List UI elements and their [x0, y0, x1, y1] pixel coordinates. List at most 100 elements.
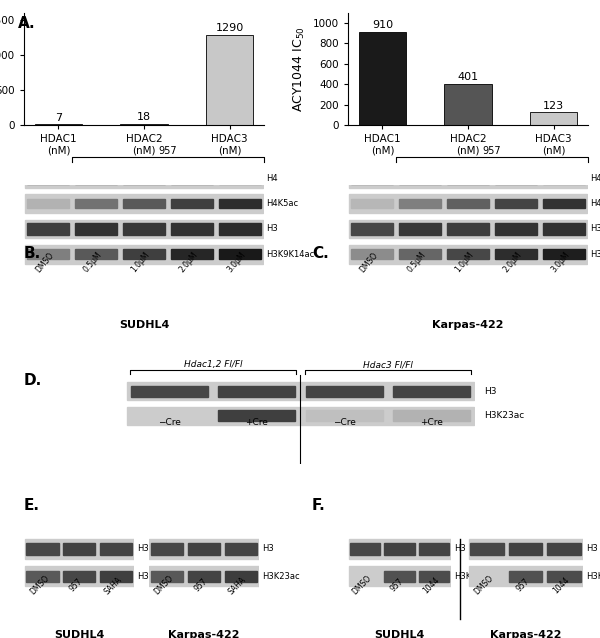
Text: H3: H3: [262, 544, 274, 553]
Text: DMSO: DMSO: [358, 250, 379, 274]
Bar: [349, 566, 451, 586]
Text: Karpas-422: Karpas-422: [168, 630, 240, 638]
Text: 123: 123: [543, 101, 564, 111]
Bar: [350, 570, 380, 582]
Bar: [224, 542, 257, 555]
Bar: [149, 566, 259, 586]
Text: 3.0μM: 3.0μM: [550, 250, 572, 274]
Bar: [547, 570, 581, 582]
Bar: [75, 173, 117, 184]
Text: 1044: 1044: [551, 575, 571, 595]
Text: 957: 957: [68, 577, 85, 594]
Text: H4K5ac: H4K5ac: [266, 199, 299, 208]
Bar: [447, 199, 489, 209]
Bar: [447, 173, 489, 184]
Bar: [469, 566, 583, 586]
Bar: [27, 199, 69, 209]
Bar: [123, 199, 165, 209]
Bar: [63, 542, 95, 555]
Bar: [351, 249, 393, 260]
Bar: [26, 570, 59, 582]
Bar: [75, 223, 117, 235]
Text: H3: H3: [137, 544, 149, 553]
Text: Karpas-422: Karpas-422: [490, 630, 562, 638]
Bar: [75, 249, 117, 260]
Text: E.: E.: [24, 498, 40, 513]
Bar: [349, 169, 587, 188]
Bar: [351, 223, 393, 235]
Bar: [188, 542, 220, 555]
Text: H3: H3: [586, 544, 598, 553]
Text: DMSO: DMSO: [28, 574, 50, 597]
Text: D.: D.: [24, 373, 42, 389]
Bar: [543, 199, 585, 209]
Text: SUDHL4: SUDHL4: [374, 630, 425, 638]
Text: DMSO: DMSO: [473, 574, 496, 597]
Bar: [349, 538, 451, 559]
Text: −Cre: −Cre: [332, 418, 356, 427]
Bar: [171, 199, 213, 209]
Text: 957: 957: [514, 577, 531, 594]
Text: H3K9K14ac: H3K9K14ac: [266, 250, 314, 259]
Text: 2.0μM: 2.0μM: [178, 250, 200, 274]
Text: Hdac1,2 Fl/Fl: Hdac1,2 Fl/Fl: [184, 360, 242, 369]
Bar: [495, 173, 537, 184]
Bar: [224, 570, 257, 582]
Bar: [393, 385, 470, 397]
Bar: [100, 570, 132, 582]
Text: +Cre: +Cre: [245, 418, 268, 427]
Text: H3: H3: [454, 544, 466, 553]
Bar: [25, 566, 134, 586]
Text: B.: B.: [24, 246, 41, 261]
Bar: [385, 570, 415, 582]
Text: 3.0μM: 3.0μM: [226, 250, 248, 274]
Bar: [495, 223, 537, 235]
Text: 1.0μM: 1.0μM: [130, 250, 152, 274]
Text: DMSO: DMSO: [350, 574, 373, 597]
Bar: [470, 542, 504, 555]
Bar: [495, 199, 537, 209]
Bar: [26, 542, 59, 555]
Text: F.: F.: [312, 498, 326, 513]
Bar: [547, 542, 581, 555]
Text: 18: 18: [137, 112, 151, 122]
Bar: [530, 112, 577, 125]
Text: 0.5μM: 0.5μM: [82, 250, 104, 274]
Bar: [445, 84, 491, 125]
Text: 1.0μM: 1.0μM: [454, 250, 476, 274]
Text: H4: H4: [590, 174, 600, 183]
Text: 2.0μM: 2.0μM: [502, 250, 524, 274]
Text: H3K23ac: H3K23ac: [454, 572, 491, 581]
Bar: [509, 570, 542, 582]
Bar: [75, 199, 117, 209]
Text: C.: C.: [312, 246, 329, 261]
Bar: [399, 199, 441, 209]
Bar: [359, 32, 406, 125]
Bar: [151, 570, 184, 582]
Bar: [447, 223, 489, 235]
Text: +Cre: +Cre: [420, 418, 443, 427]
Bar: [305, 385, 383, 397]
Bar: [219, 199, 261, 209]
Bar: [509, 542, 542, 555]
Text: 1290: 1290: [215, 23, 244, 33]
Text: 957: 957: [158, 146, 178, 156]
Bar: [219, 223, 261, 235]
Bar: [131, 385, 208, 397]
Text: SAHA: SAHA: [102, 575, 124, 596]
Bar: [543, 249, 585, 260]
Bar: [171, 223, 213, 235]
Bar: [399, 249, 441, 260]
Bar: [100, 542, 132, 555]
Text: H3: H3: [484, 387, 496, 396]
Text: H4: H4: [266, 174, 278, 183]
Bar: [171, 173, 213, 184]
Text: Hdac3 Fl/Fl: Hdac3 Fl/Fl: [363, 360, 413, 369]
Bar: [495, 249, 537, 260]
Bar: [127, 406, 473, 425]
Text: 957: 957: [193, 577, 209, 594]
Text: H3K23ac: H3K23ac: [262, 572, 300, 581]
Bar: [63, 570, 95, 582]
Bar: [349, 219, 587, 239]
Bar: [543, 173, 585, 184]
